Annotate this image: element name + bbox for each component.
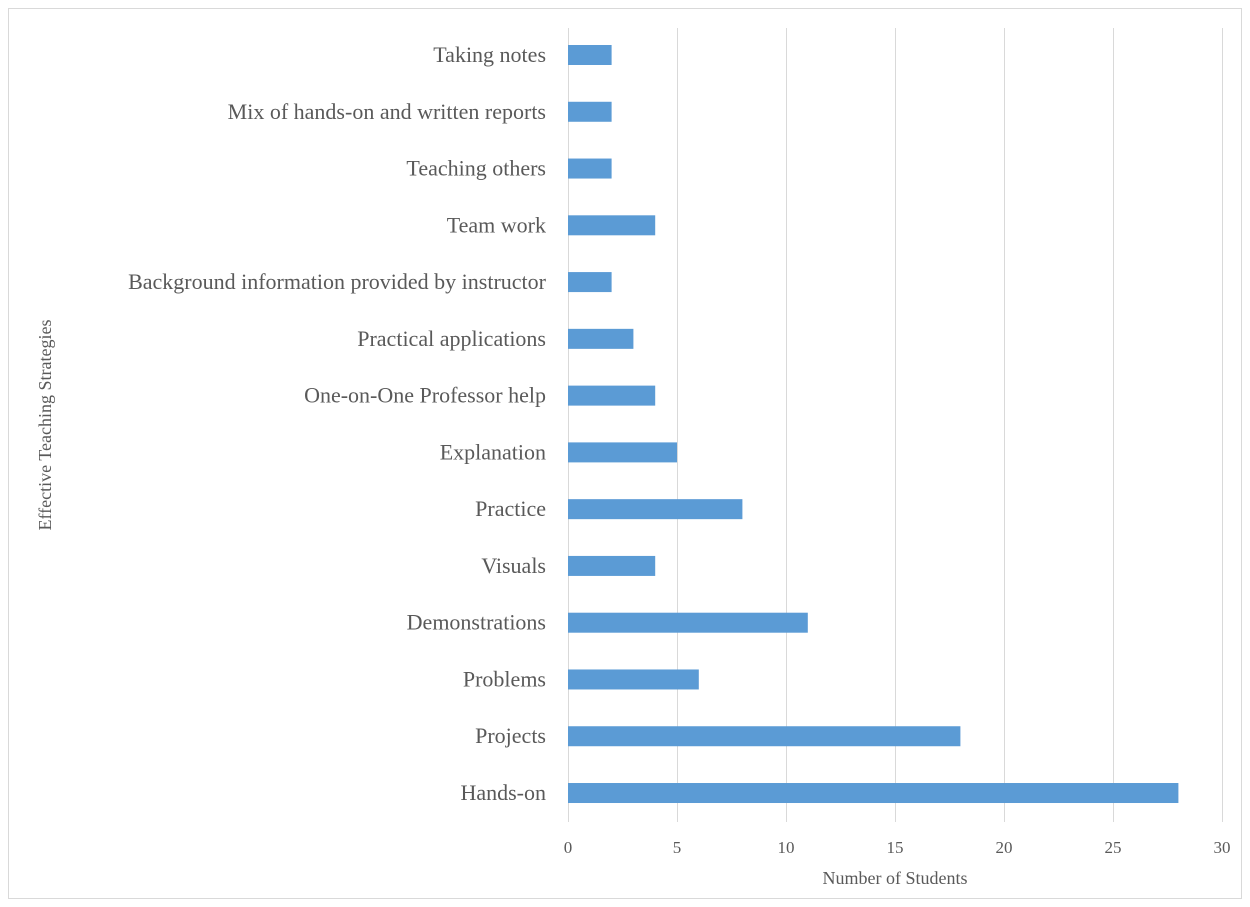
- category-label: Visuals: [481, 553, 546, 578]
- category-labels: Taking notes Mix of hands-on and written …: [128, 42, 547, 805]
- x-axis-title: Number of Students: [823, 868, 968, 888]
- bar: [568, 101, 612, 122]
- x-tick-label: 5: [673, 838, 682, 857]
- category-label: Hands-on: [460, 780, 546, 805]
- category-label: Problems: [463, 666, 546, 691]
- bar: [568, 272, 612, 293]
- bar: [568, 555, 656, 576]
- bar: [568, 669, 699, 690]
- category-label: Teaching others: [406, 156, 546, 181]
- x-tick-label: 30: [1214, 838, 1231, 857]
- category-label: Demonstrations: [407, 610, 546, 635]
- category-label: Taking notes: [433, 42, 546, 67]
- gridlines: [568, 28, 1223, 822]
- bar: [568, 328, 634, 349]
- y-axis-title: Effective Teaching Strategies: [35, 320, 55, 531]
- bar: [568, 726, 961, 747]
- bar: [568, 612, 808, 633]
- category-label: Projects: [475, 723, 546, 748]
- category-label: Team work: [447, 212, 546, 237]
- bar: [568, 442, 677, 463]
- category-label: Practical applications: [357, 326, 546, 351]
- x-tick-label: 10: [778, 838, 795, 857]
- x-tick-label: 15: [887, 838, 904, 857]
- x-tick-label: 20: [996, 838, 1013, 857]
- x-tick-labels: 0 5 10 15 20 25 30: [564, 838, 1231, 857]
- category-label: One-on-One Professor help: [304, 383, 546, 408]
- bars: [568, 45, 1179, 804]
- bar: [568, 158, 612, 179]
- bar: [568, 783, 1179, 804]
- bar: [568, 385, 656, 406]
- category-label: Practice: [475, 496, 546, 521]
- bar: [568, 215, 656, 236]
- x-tick-label: 25: [1105, 838, 1122, 857]
- bar: [568, 45, 612, 65]
- category-label: Mix of hands-on and written reports: [228, 99, 546, 124]
- category-label: Background information provided by instr…: [128, 269, 547, 294]
- category-label: Explanation: [440, 439, 546, 464]
- bar: [568, 499, 743, 520]
- x-tick-label: 0: [564, 838, 573, 857]
